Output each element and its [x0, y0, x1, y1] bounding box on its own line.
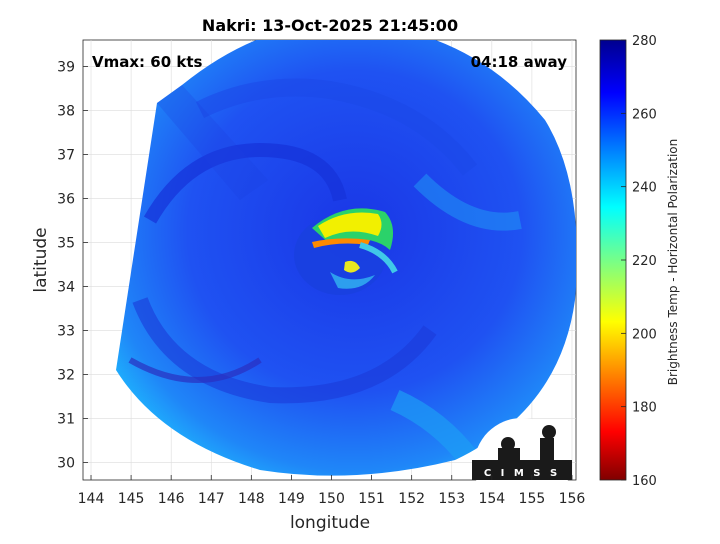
y-tick-label: 38 [57, 103, 75, 119]
chart-title: Nakri: 13-Oct-2025 21:45:00 [202, 16, 458, 35]
x-tick-label: 154 [478, 491, 505, 507]
x-tick-label: 152 [398, 491, 425, 507]
x-axis-label: longitude [290, 513, 370, 533]
colorbar-tick-label: 260 [632, 107, 657, 122]
colorbar-tick-label: 280 [632, 34, 657, 49]
x-tick-label: 149 [278, 491, 305, 507]
x-tick-label: 151 [358, 491, 385, 507]
y-tick-label: 34 [57, 279, 75, 295]
y-axis-label: latitude [31, 227, 51, 292]
x-tick-label: 150 [318, 491, 345, 507]
y-tick-label: 36 [57, 191, 75, 207]
y-tick-label: 30 [57, 455, 75, 471]
x-tick-label: 156 [559, 491, 586, 507]
y-tick-label: 39 [57, 59, 75, 75]
y-axis-ticks: 30 31 32 33 34 35 36 37 38 39 [57, 59, 88, 471]
y-tick-label: 31 [57, 411, 75, 427]
svg-text:C I M S S: C I M S S [484, 468, 560, 479]
x-tick-label: 148 [238, 491, 265, 507]
colorbar-tick-label: 240 [632, 181, 657, 196]
x-tick-label: 144 [78, 491, 105, 507]
y-tick-label: 35 [57, 235, 75, 251]
y-tick-label: 33 [57, 323, 75, 339]
x-tick-label: 153 [438, 491, 465, 507]
x-tick-label: 147 [198, 491, 225, 507]
colorbar-tick-label: 160 [632, 474, 657, 489]
x-tick-label: 155 [519, 491, 546, 507]
colorbar-tick-label: 220 [632, 254, 657, 269]
brightness-temp-swath [116, 40, 576, 476]
colorbar-ticks: 160 180 200 220 240 260 280 [621, 34, 657, 489]
x-tick-label: 145 [118, 491, 145, 507]
cimss-logo: C I M S S [472, 418, 572, 514]
colorbar-tick-label: 200 [632, 327, 657, 342]
y-tick-label: 37 [57, 147, 75, 163]
x-tick-label: 146 [158, 491, 185, 507]
time-away-label: 04:18 away [471, 53, 568, 71]
vmax-label: Vmax: 60 kts [92, 53, 202, 71]
colorbar-label: Brightness Temp - Horizontal Polarizatio… [666, 139, 680, 386]
colorbar-tick-label: 180 [632, 401, 657, 416]
y-tick-label: 32 [57, 367, 75, 383]
x-axis-ticks: 144 145 146 147 148 149 150 151 152 153 154 155 156 [78, 475, 586, 507]
